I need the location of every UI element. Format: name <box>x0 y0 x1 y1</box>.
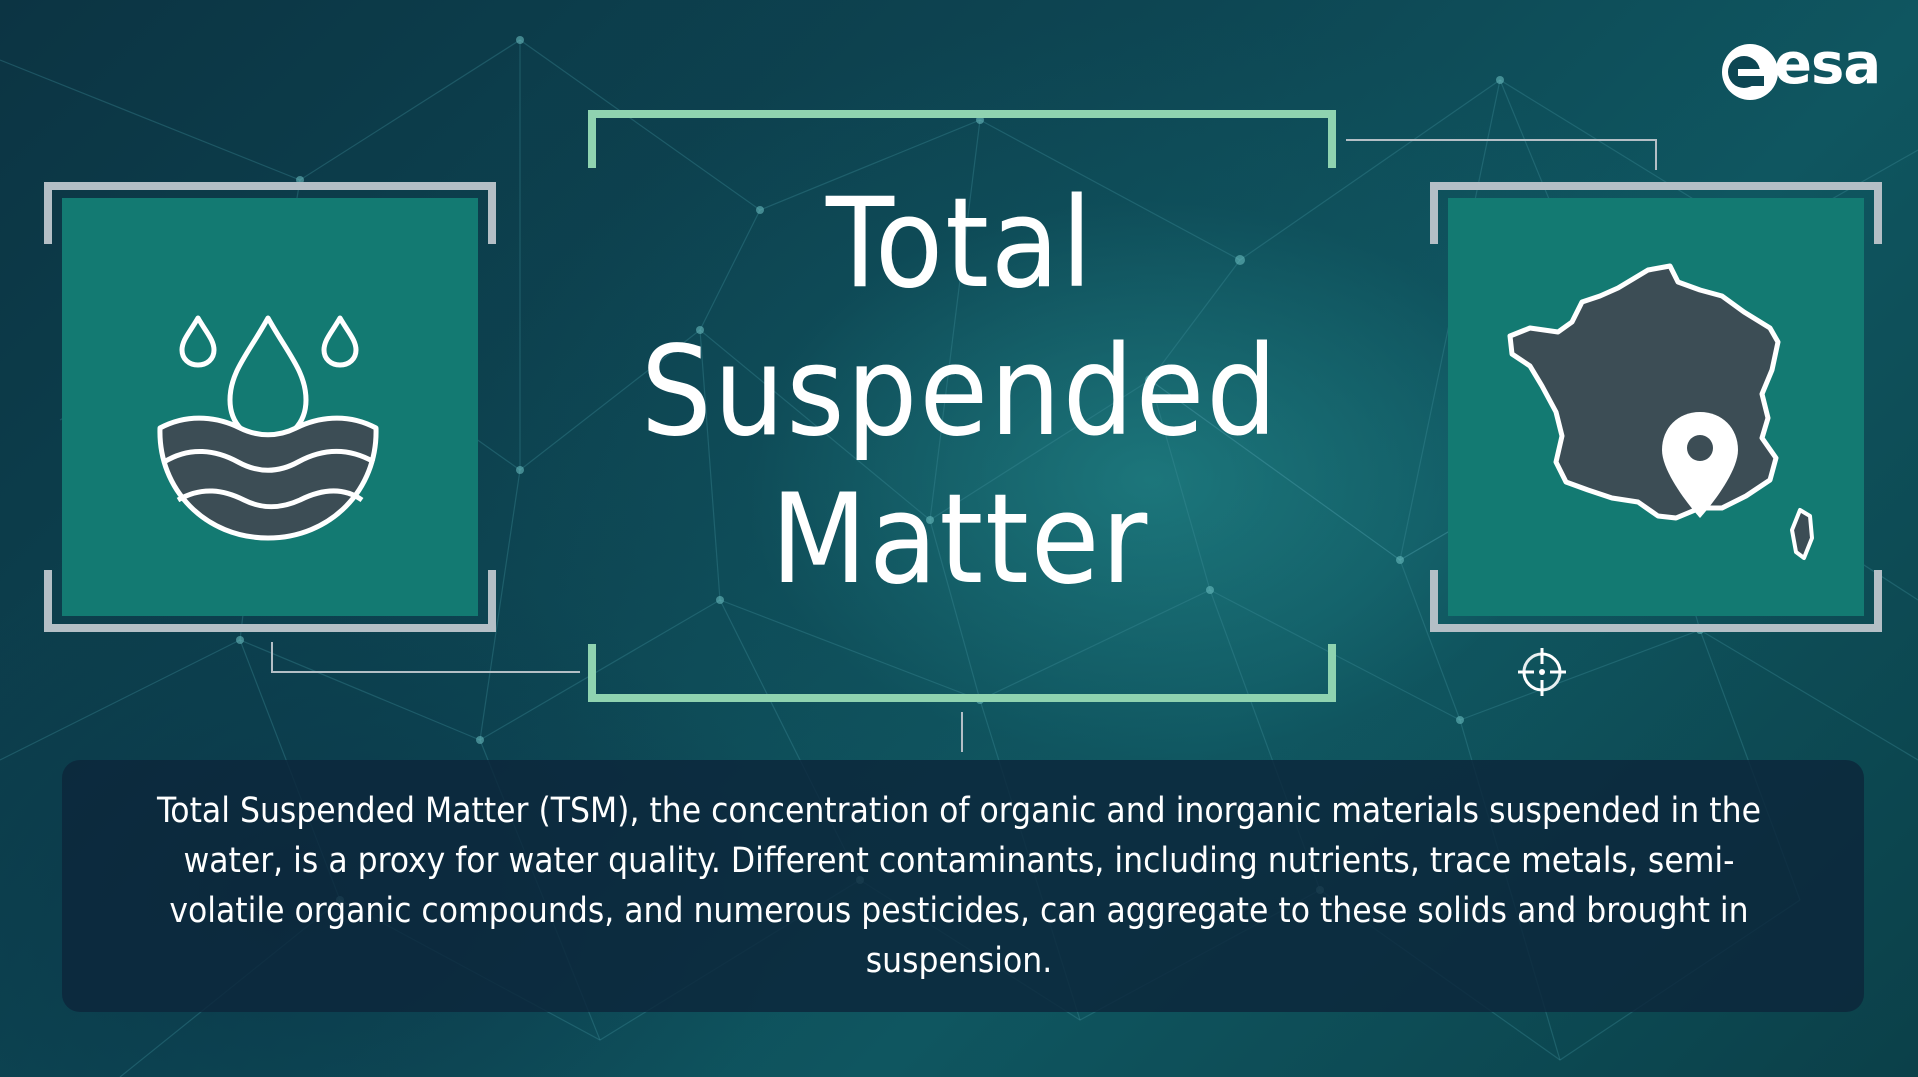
france-map-pin-icon <box>1507 263 1814 560</box>
description-text: Total Suspended Matter (TSM), the concen… <box>157 791 1761 981</box>
left-panel <box>62 198 478 616</box>
page-title: Total Suspended Matter <box>580 170 1340 614</box>
title-line-3: Matter <box>770 468 1150 612</box>
description-box <box>62 760 1864 1012</box>
esa-logo <box>1722 44 1778 100</box>
esa-logo-text: esa <box>1774 32 1881 97</box>
title-line-2: Suspended <box>640 320 1280 464</box>
water-drops-icon <box>157 315 379 541</box>
title-line-1: Total <box>825 172 1095 316</box>
crosshair-icon <box>1518 648 1566 696</box>
